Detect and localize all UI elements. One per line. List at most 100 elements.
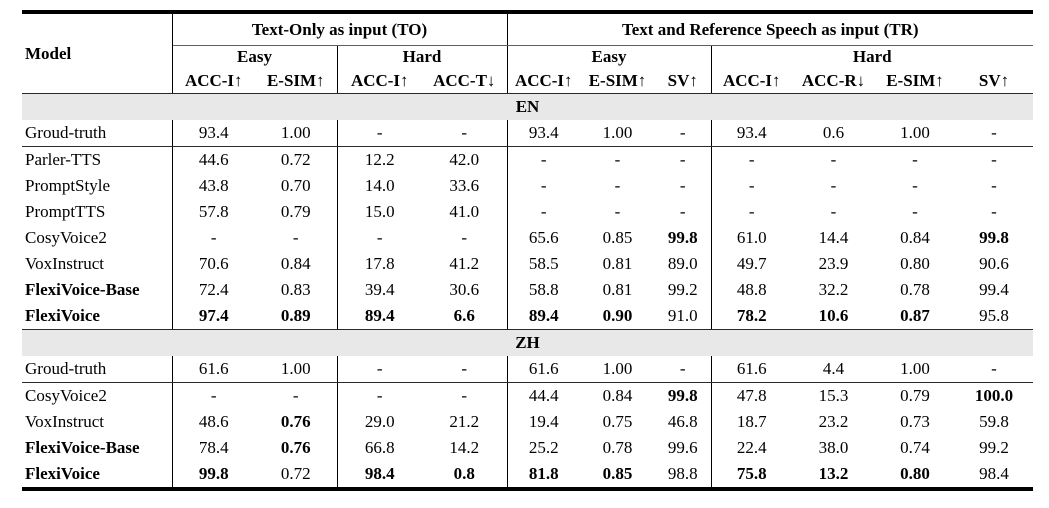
- value-cell: 23.9: [818, 254, 849, 273]
- value-cell: 0.78: [900, 280, 930, 299]
- metric-header-sv: SV↑: [955, 68, 1034, 94]
- metric-header-acc-i: ACC-I↑: [711, 68, 792, 94]
- value-cell: 10.6: [792, 303, 875, 330]
- value-cell: 4.4: [792, 356, 875, 383]
- value-cell: -: [540, 150, 547, 169]
- results-table: Model Text-Only as input (TO) Text and R…: [22, 10, 1034, 491]
- table-row: CosyVoice2 - - - - 44.4 0.84 99.8 47.8 15.3 0.79 10…: [22, 382, 1033, 409]
- value-cell: -: [210, 386, 217, 405]
- value-cell: 89.0: [655, 251, 712, 277]
- value-cell: 46.8: [655, 409, 712, 435]
- table-body: EN Groud-truth 93.4 1.00- -93.4 1.00-93.4 0.6 1…: [22, 93, 1034, 489]
- value-cell: 97.4: [172, 303, 255, 330]
- value-cell: 0.70: [255, 173, 338, 199]
- model-name-cell: FlexiVoice: [22, 461, 173, 489]
- to-group-header: Text-Only as input (TO): [172, 12, 508, 46]
- value-cell: 70.6: [198, 254, 229, 273]
- value-cell: 99.6: [655, 435, 712, 461]
- model-name-cell: PromptStyle: [22, 173, 173, 199]
- value-cell: 91.0: [655, 303, 712, 330]
- value-cell: -: [655, 173, 712, 199]
- value-cell: -: [912, 176, 918, 195]
- value-cell: 25.2: [528, 438, 559, 457]
- value-cell: 99.8: [655, 382, 712, 409]
- value-cell: 14.2: [422, 435, 508, 461]
- value-cell: 93.4: [507, 120, 580, 147]
- value-cell: 93.4: [172, 120, 255, 147]
- model-name-cell: Groud-truth: [22, 356, 173, 383]
- value-cell: 0.81: [602, 280, 633, 299]
- model-name-cell: FlexiVoice-Base: [22, 277, 173, 303]
- value-cell: -: [210, 228, 217, 247]
- section-band-row: EN: [22, 93, 1034, 120]
- metric-header-acc-t: ACC-T↓: [422, 68, 508, 94]
- value-cell: 100.0: [974, 386, 1014, 405]
- value-cell: 0.80: [900, 254, 930, 273]
- value-cell: -: [748, 176, 755, 195]
- table-row: VoxInstruct 48.6 0.76 29.0 21.2 19.4 0.75 46.8 1…: [22, 409, 1033, 435]
- value-cell: 99.4: [979, 280, 1009, 299]
- value-cell: 98.4: [979, 464, 1009, 483]
- value-cell: 0.6: [792, 120, 875, 147]
- value-cell: 48.6: [198, 412, 229, 431]
- model-name-cell: Groud-truth: [22, 120, 173, 147]
- model-name-cell: Parler-TTS: [22, 146, 173, 173]
- value-cell: 48.8: [736, 280, 767, 299]
- model-name-cell: PromptTTS: [22, 199, 173, 225]
- value-cell: 0.85: [602, 464, 633, 483]
- value-cell: -: [912, 150, 918, 169]
- metric-header-acc-i: ACC-I↑: [507, 68, 580, 94]
- value-cell: 0.84: [900, 228, 930, 247]
- value-cell: 95.8: [955, 303, 1034, 330]
- group-header-row: Model Text-Only as input (TO) Text and R…: [22, 12, 1034, 94]
- metric-header-acc-i: ACC-I↑: [172, 68, 255, 94]
- value-cell: -: [955, 356, 1034, 383]
- table-row: FlexiVoice 97.4 0.89 89.4 6.6 89.4 0.90 91.0 78.…: [22, 303, 1034, 330]
- value-cell: 49.7: [736, 254, 767, 273]
- value-cell: 99.8: [655, 225, 712, 251]
- value-cell: 0.81: [602, 254, 633, 273]
- value-cell: -: [422, 120, 508, 147]
- value-cell: 44.4: [528, 386, 559, 405]
- table-row: Groud-truth 93.4 1.00- -93.4 1.00-93.4 0.6 1.0…: [22, 120, 1034, 147]
- model-name-cell: FlexiVoice-Base: [22, 435, 173, 461]
- value-cell: 0.78: [602, 438, 633, 457]
- value-cell: 15.3: [818, 386, 849, 405]
- value-cell: -: [422, 382, 508, 409]
- value-cell: 0.72: [255, 461, 338, 489]
- value-cell: -: [255, 382, 338, 409]
- value-cell: 61.6: [172, 356, 255, 383]
- metric-header-sv: SV↑: [655, 68, 712, 94]
- value-cell: 0.75: [602, 412, 633, 431]
- model-name-cell: VoxInstruct: [22, 409, 173, 435]
- value-cell: -: [376, 386, 383, 405]
- value-cell: -: [422, 225, 508, 251]
- value-cell: 43.8: [198, 176, 229, 195]
- tr-group-header: Text and Reference Speech as input (TR): [507, 12, 1034, 46]
- value-cell: -: [748, 150, 755, 169]
- value-cell: -: [991, 202, 997, 221]
- value-cell: 0.84: [255, 251, 338, 277]
- table-row: PromptTTS 57.8 0.79 15.0 41.0 - - - - - - -: [22, 199, 1033, 225]
- value-cell: -: [376, 228, 383, 247]
- value-cell: 1.00: [255, 356, 338, 383]
- value-cell: 0.79: [900, 386, 930, 405]
- value-cell: 98.8: [655, 461, 712, 489]
- table-row: FlexiVoice 99.8 0.72 98.4 0.8 81.8 0.85 98.8 75.…: [22, 461, 1033, 489]
- value-cell: 21.2: [422, 409, 508, 435]
- value-cell: -: [655, 146, 712, 173]
- value-cell: 0.84: [602, 386, 633, 405]
- value-cell: 1.00: [580, 120, 655, 147]
- value-cell: 42.0: [422, 146, 508, 173]
- value-cell: 14.4: [818, 228, 849, 247]
- value-cell: -: [614, 176, 621, 195]
- metric-header-acc-r: ACC-R↓: [792, 68, 875, 94]
- value-cell: 0.8: [422, 461, 508, 489]
- model-name-cell: CosyVoice2: [22, 382, 173, 409]
- value-cell: 47.8: [736, 386, 767, 405]
- value-cell: 39.4: [364, 280, 395, 299]
- value-cell: 30.6: [422, 277, 508, 303]
- value-cell: 59.8: [979, 412, 1009, 431]
- value-cell: 61.6: [507, 356, 580, 383]
